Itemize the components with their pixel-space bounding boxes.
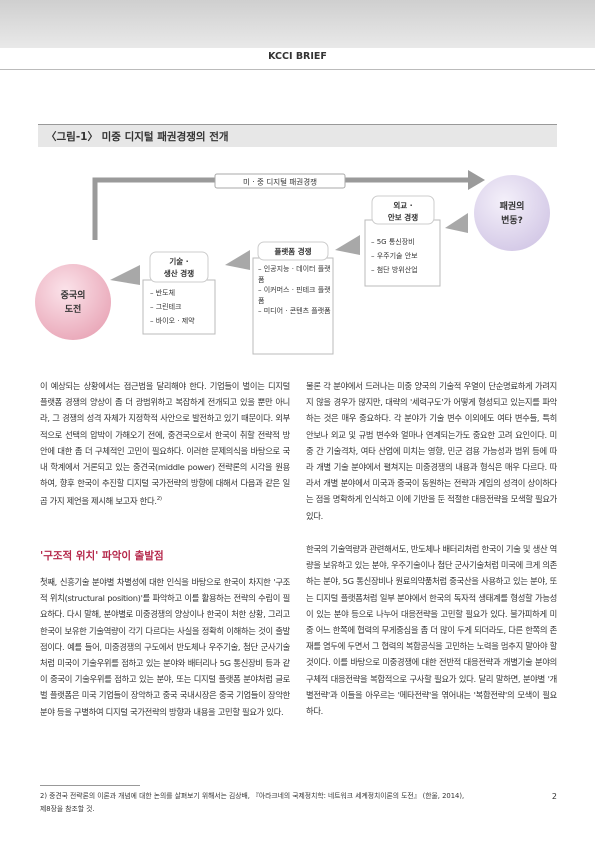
- end-label: 패권의: [500, 200, 525, 212]
- start-node: [35, 264, 111, 340]
- chevron: [225, 250, 250, 270]
- start-label: 중국의: [61, 289, 86, 301]
- page-number: 2: [551, 792, 557, 801]
- stage-item: – 첨단 방위산업: [371, 265, 418, 274]
- paragraph: 첫째, 신흥기술 분야별 차별성에 대한 인식을 바탕으로 한국이 차지한 '구…: [40, 577, 290, 717]
- paragraph: 이 예상되는 상황에서는 접근법을 달리해야 한다. 기업들이 벌이는 디지털 …: [40, 378, 290, 509]
- stage-box: [142, 279, 216, 335]
- arc-arrowhead: [468, 170, 485, 190]
- stage-item: – 그린테크: [150, 302, 182, 311]
- stage-item: – 인공지능 · 데이터 플랫폼: [258, 265, 331, 284]
- paragraph: 물론 각 분야에서 드러나는 미중 양국의 기술적 우열이 단순명료하게 가려지…: [306, 381, 557, 521]
- chevron: [335, 235, 360, 255]
- stage-item: – 바이오 · 제약: [150, 316, 195, 325]
- stage-label-box: [149, 251, 209, 283]
- chevron: [445, 213, 468, 233]
- stage-label-box: [257, 241, 329, 261]
- section-heading: '구조적 위치' 파악이 출발점: [40, 550, 164, 562]
- stage-item: – 이커머스 · 핀테크 플랫폼: [258, 286, 331, 305]
- end-node: [474, 175, 550, 251]
- diagram: 미 · 중 디지털 패권경쟁 중국의 도전 기술 · 생산 경쟁 – 반도체 –…: [35, 170, 550, 355]
- chevron: [110, 265, 140, 285]
- stage-label: 안보 경쟁: [388, 212, 418, 222]
- arc-label: 미 · 중 디지털 패권경쟁: [243, 177, 317, 187]
- stage-label: 생산 경쟁: [164, 268, 194, 278]
- paragraph: 한국의 기술역량과 관련해서도, 반도체나 배터리처럼 한국이 기술 및 생산 …: [306, 544, 557, 717]
- start-label: 도전: [65, 303, 82, 315]
- end-label: 변동?: [501, 214, 523, 226]
- footnote-ref: 2): [156, 496, 162, 503]
- figure-title-box: [38, 124, 557, 147]
- stage-item: – 우주기술 안보: [371, 251, 418, 260]
- header-rule: [0, 69, 595, 70]
- footnote: 2) 중견국 전략론의 이론과 개념에 대한 논의를 살펴보기 위해서는 김상배…: [40, 792, 465, 813]
- stage-box: [252, 257, 334, 355]
- stage-label: 기술 ·: [169, 256, 188, 266]
- arc-label-box: [214, 173, 346, 189]
- stage-label: 외교 ·: [393, 200, 412, 210]
- stage-item: – 5G 통신장비: [371, 237, 415, 246]
- stage-label-box: [371, 195, 435, 225]
- figure-title: 〈그림-1〉 미중 디지털 패권경쟁의 전개: [46, 131, 229, 143]
- stage-label: 플랫폼 경쟁: [274, 246, 311, 256]
- header-band: [0, 0, 595, 48]
- footnote-rule: [40, 785, 140, 786]
- stage-item: – 미디어 · 콘텐츠 플랫폼: [258, 307, 331, 315]
- paragraph-text: 이 예상되는 상황에서는 접근법을 달리해야 한다. 기업들이 벌이는 디지털 …: [40, 381, 290, 507]
- stage-item: – 반도체: [150, 288, 175, 297]
- header-title: KCCI BRIEF: [268, 51, 327, 62]
